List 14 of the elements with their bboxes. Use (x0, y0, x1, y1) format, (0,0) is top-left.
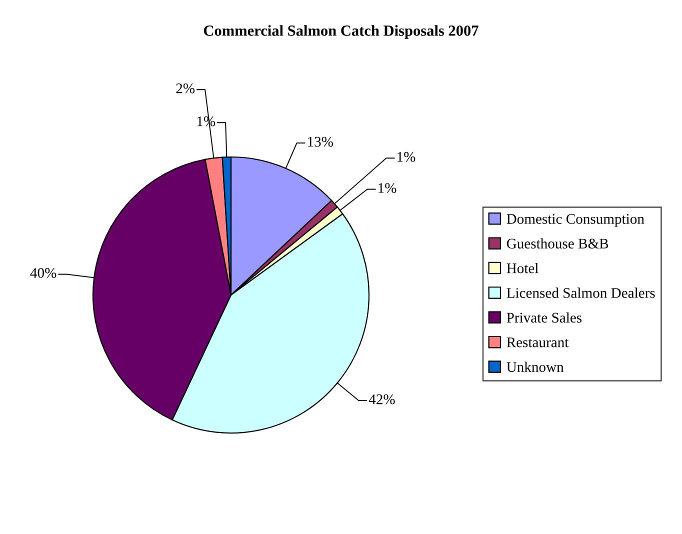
data-label: 2% (176, 83, 195, 94)
legend-label: Restaurant (506, 338, 569, 348)
legend-label: Guesthouse B&B (506, 238, 608, 249)
data-label: 1% (378, 183, 396, 193)
legend-label: Hotel (506, 262, 538, 274)
legend-label: Domestic Consumption (506, 214, 644, 227)
data-label: 1% (398, 152, 416, 162)
legend-label: Licensed Salmon Dealers (506, 288, 655, 298)
data-label: 42% (368, 394, 395, 404)
legend-label: Private Sales (506, 312, 582, 323)
legend-label: Unknown (506, 362, 564, 372)
chart-title: Commercial Salmon Catch Disposals 2007 (204, 25, 478, 39)
data-label: 40% (30, 268, 56, 278)
data-label: 13% (308, 136, 333, 147)
